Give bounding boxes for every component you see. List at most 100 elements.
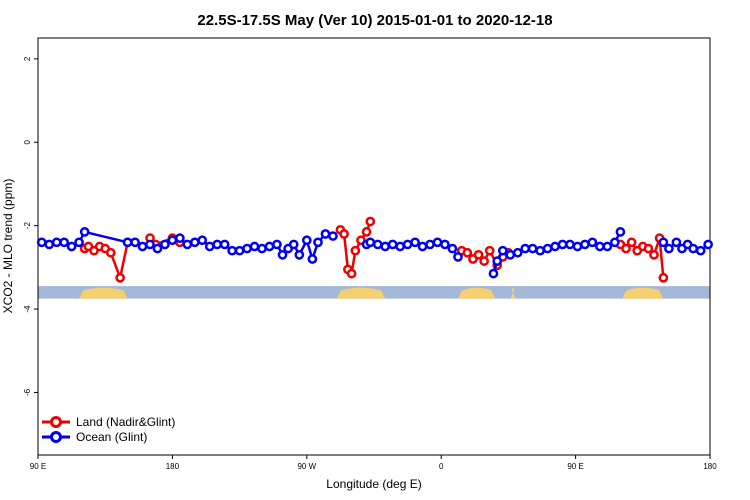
ocean-point-2-11 (565, 239, 575, 250)
ocean-point-2-5 (520, 243, 531, 254)
ocean-point-2-12 (572, 241, 583, 252)
x-tick-label-4: 90 E (567, 462, 583, 471)
ocean-point-1-9 (425, 239, 435, 250)
series-layer (36, 216, 713, 283)
land-band-4 (622, 287, 664, 299)
ocean-point-0-26 (264, 241, 275, 252)
ocean-point-0-35 (320, 229, 331, 239)
ocean-point-3-6 (695, 245, 706, 256)
ocean-point-0-36 (328, 231, 338, 241)
ocean-point-0-21 (227, 245, 237, 256)
ocean-point-0-10 (145, 239, 155, 250)
ocean-point-2-14 (587, 237, 598, 248)
ocean-point-0-34 (313, 237, 323, 248)
ocean-point-0-12 (160, 239, 170, 250)
ocean-point-0-6 (79, 227, 90, 237)
y-tick-label-2: -2 (23, 222, 32, 230)
land-point-3-1 (462, 247, 473, 258)
y-tick-label-0: 2 (23, 56, 32, 61)
legend-land-marker (50, 416, 62, 428)
x-axis-label: Longitude (deg E) (326, 477, 421, 491)
ocean-point-3-7 (703, 239, 713, 250)
ocean-point-1-6 (402, 239, 413, 250)
land-point-2-3 (346, 268, 357, 279)
y-tick-label-4: -6 (23, 388, 32, 396)
ocean-point-2-6 (527, 243, 538, 254)
ocean-point-1-8 (417, 241, 428, 252)
ocean-point-0-23 (242, 243, 252, 254)
x-tick-label-2: 90 W (297, 462, 316, 471)
x-tick-label-0: 90 E (30, 462, 46, 471)
ocean-point-0-7 (122, 237, 133, 248)
x-tick-label-3: 0 (439, 462, 444, 471)
ocean-point-0-28 (277, 249, 288, 260)
ocean-point-0-0 (36, 237, 47, 248)
ocean-point-2-7 (535, 245, 545, 256)
land-band-1 (336, 287, 386, 299)
ocean-point-0-25 (257, 243, 267, 254)
y-tick-label-1: 0 (23, 139, 32, 144)
ocean-point-0-2 (51, 237, 62, 248)
y-tick-label-3: -4 (23, 305, 32, 313)
ocean-point-0-17 (197, 235, 208, 246)
ocean-point-2-17 (609, 237, 620, 248)
ocean-point-1-5 (395, 241, 405, 252)
ocean-point-0-8 (130, 237, 140, 248)
ocean-point-0-9 (137, 241, 148, 252)
ocean-point-0-30 (288, 239, 299, 250)
ocean-point-0-13 (167, 235, 178, 246)
ocean-point-2-13 (580, 239, 590, 250)
ocean-point-2-15 (595, 241, 605, 252)
x-tick-label-1: 180 (166, 462, 180, 471)
ocean-point-2-2 (497, 245, 508, 256)
ocean-point-1-4 (387, 239, 398, 250)
land-point-4-8 (658, 272, 669, 283)
land-band-3 (510, 287, 516, 299)
x-tick-label-5: 180 (703, 462, 717, 471)
legend-ocean-label: Ocean (Glint) (76, 430, 147, 444)
ocean-point-0-27 (272, 239, 282, 250)
land-point-3-4 (479, 256, 489, 266)
land-point-4-5 (643, 243, 654, 254)
ocean-point-3-0 (658, 237, 669, 248)
land-band-2 (458, 287, 496, 299)
land-point-3-5 (484, 245, 495, 256)
legend-land-label: Land (Nadir&Glint) (76, 415, 175, 429)
land-point-2-1 (339, 229, 349, 239)
ocean-point-0-1 (44, 239, 55, 250)
ocean-point-1-13 (453, 252, 463, 262)
ocean-point-0-24 (249, 241, 260, 252)
ocean-point-1-1 (365, 237, 376, 248)
axes: 90 E 180 90 W 0 90 E 180 2 0 -2 -4 -6 (23, 56, 717, 471)
ocean-point-3-2 (671, 237, 682, 248)
ocean-point-2-16 (602, 241, 613, 252)
ocean-point-3-1 (664, 243, 674, 254)
land-point-2-4 (350, 245, 361, 256)
ocean-point-1-12 (447, 243, 458, 254)
ocean-point-2-3 (505, 249, 516, 260)
y-axis-label: XCO2 - MLO trend (ppm) (1, 179, 15, 314)
land-point-3-3 (473, 249, 484, 260)
ocean-point-3-5 (688, 243, 699, 254)
land-band-0 (79, 287, 128, 299)
ocean-point-0-20 (219, 239, 230, 250)
ocean-point-1-10 (432, 237, 443, 248)
ocean-point-0-5 (74, 237, 84, 248)
land-point-2-6 (361, 227, 372, 237)
chart-title: 22.5S-17.5S May (Ver 10) 2015-01-01 to 2… (197, 12, 552, 29)
ocean-point-0-31 (294, 249, 305, 260)
land-point-4-2 (626, 237, 637, 248)
ocean-point-2-4 (512, 247, 523, 258)
ocean-point-0-18 (204, 241, 215, 252)
ocean-point-1-2 (372, 239, 383, 250)
ocean-point-0-16 (189, 237, 200, 248)
ocean-point-0-11 (152, 243, 163, 254)
ocean-point-0-32 (301, 235, 312, 246)
ocean-point-0-19 (212, 239, 223, 250)
ocean-point-2-9 (550, 241, 560, 252)
ocean-point-0-14 (175, 233, 185, 244)
legend: Land (Nadir&Glint) Ocean (Glint) (42, 415, 175, 444)
land-point-4-1 (621, 243, 631, 254)
land-point-0-6 (115, 272, 125, 283)
